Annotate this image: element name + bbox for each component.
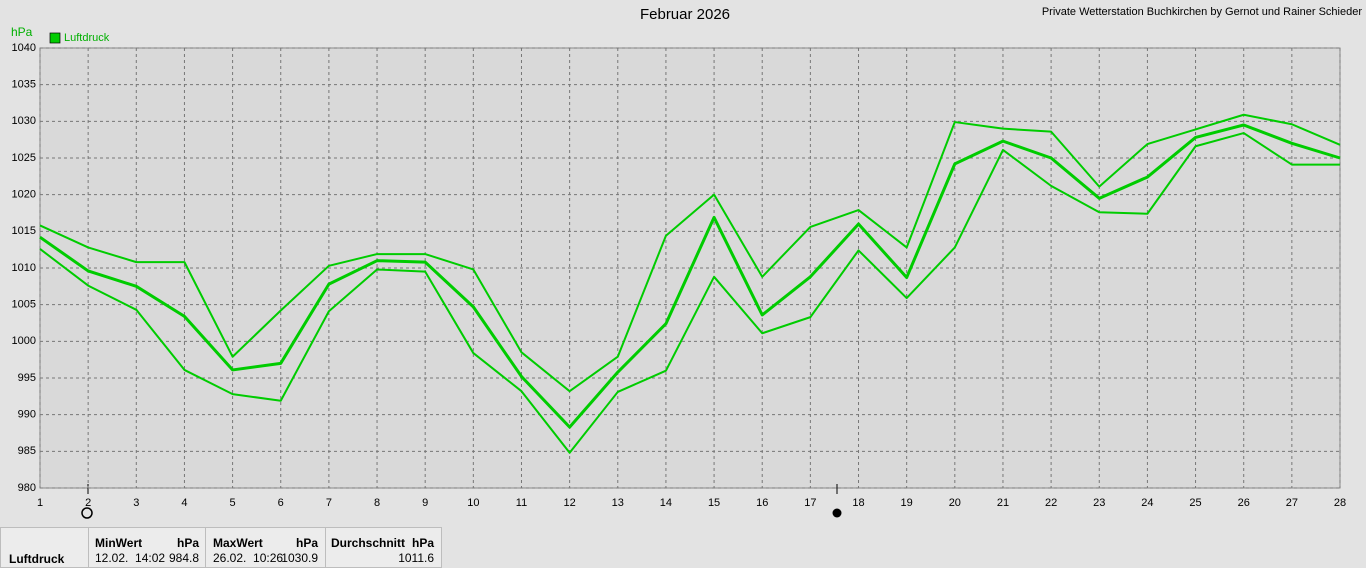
y-tick-label: 990: [18, 409, 36, 421]
x-tick-label: 6: [278, 497, 284, 509]
x-tick-label: 1: [37, 497, 43, 509]
summary-label-cell: Luftdruck: [0, 527, 89, 568]
line-series: [39, 113, 1341, 393]
x-tick-label: 4: [181, 497, 187, 509]
x-tick-label: 19: [901, 497, 913, 509]
x-tick-label: 5: [230, 497, 236, 509]
time: 12.02. 14:02: [95, 551, 166, 565]
x-tick-label: 7: [326, 497, 332, 509]
line-series: [39, 123, 1341, 429]
summary-avg-cell: Durchschnitt hPa 1011.6: [325, 527, 442, 568]
x-tick-label: 25: [1189, 497, 1201, 509]
x-tick-label: 17: [804, 497, 816, 509]
time: 26.02. 10:26: [213, 551, 284, 565]
unit: hPa: [411, 536, 434, 550]
summary-max-cell: MaxWert hPa 26.02. 10:26 1030.9: [205, 527, 326, 568]
x-tick-label: 12: [564, 497, 576, 509]
y-tick-label: 1010: [12, 262, 36, 274]
subtitle: Private Wetterstation Buchkirchen by Ger…: [1042, 6, 1363, 18]
header: MaxWert: [213, 536, 263, 550]
summary-min-cell: MinWert hPa 12.02. 14:02 984.8: [88, 527, 206, 568]
x-tick-label: 10: [467, 497, 479, 509]
y-tick-label: 1000: [12, 335, 36, 347]
x-tick-label: 22: [1045, 497, 1057, 509]
y-tick-label: 1005: [12, 299, 36, 311]
x-tick-label: 8: [374, 497, 380, 509]
x-tick-label: 18: [852, 497, 864, 509]
value: 1011.6: [398, 551, 434, 565]
x-tick-label: 28: [1334, 497, 1346, 509]
y-axis-label: hPa: [11, 25, 33, 39]
y-tick-label: 1030: [12, 115, 36, 127]
value: 984.8: [168, 551, 199, 565]
y-tick-label: 1025: [12, 152, 36, 164]
y-tick-label: 980: [18, 482, 36, 494]
new-moon-icon: [832, 508, 842, 518]
x-tick-label: 26: [1238, 497, 1250, 509]
y-tick-label: 1015: [12, 225, 36, 237]
x-tick-label: 23: [1093, 497, 1105, 509]
legend-label: Luftdruck: [64, 32, 110, 44]
y-tick-label: 1035: [12, 79, 36, 91]
x-tick-label: 16: [756, 497, 768, 509]
chart-title: Februar 2026: [640, 6, 730, 23]
x-tick-label: 11: [516, 497, 527, 509]
x-tick-label: 24: [1141, 497, 1153, 509]
value: 1030.9: [281, 551, 318, 565]
x-tick-label: 27: [1286, 497, 1298, 509]
y-tick-label: 1040: [12, 42, 36, 54]
x-tick-label: 3: [133, 497, 139, 509]
x-tick-label: 21: [997, 497, 1009, 509]
x-tick-label: 2: [85, 497, 91, 509]
header: Durchschnitt: [331, 536, 406, 550]
x-tick-label: 13: [612, 497, 624, 509]
x-tick-label: 14: [660, 497, 672, 509]
y-tick-label: 995: [18, 372, 36, 384]
unit: hPa: [295, 536, 318, 550]
chart: Februar 2026 Private Wetterstation Buchk…: [11, 6, 1363, 519]
x-tick-label: 9: [422, 497, 428, 509]
header: MinWert: [95, 536, 143, 550]
legend-swatch: [49, 32, 61, 44]
x-tick-label: 15: [708, 497, 720, 509]
row-label: Luftdruck: [9, 552, 65, 566]
y-tick-label: 1020: [12, 189, 36, 201]
full-moon-icon: [81, 507, 93, 519]
unit: hPa: [176, 536, 199, 550]
line-series: [39, 132, 1340, 454]
x-tick-label: 20: [949, 497, 961, 509]
y-tick-label: 985: [18, 445, 36, 457]
